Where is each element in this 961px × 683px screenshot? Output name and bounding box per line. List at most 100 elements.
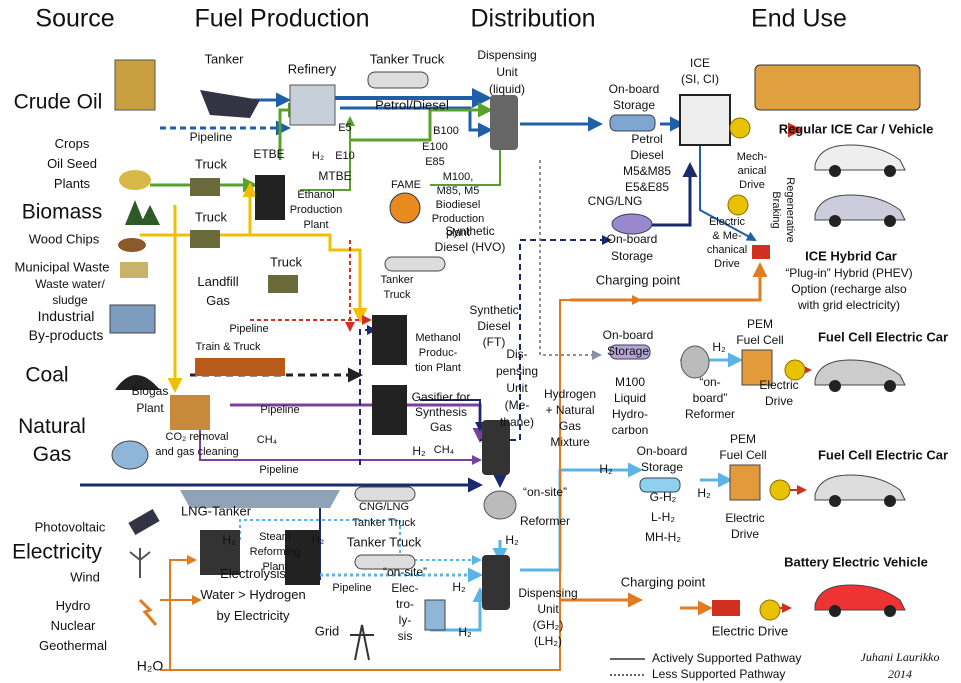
- label-line: Electric: [725, 511, 764, 525]
- methanol-plant-label: MethanolProduc-tion Plant: [415, 332, 461, 374]
- truck-waste-label: Truck: [270, 254, 303, 269]
- pem-2-label: PEM Fuel Cell: [719, 432, 766, 462]
- label-line: Synthesis: [415, 405, 467, 419]
- label-line: On-board: [609, 82, 660, 96]
- h2-pipeline-label: H₂: [452, 580, 466, 594]
- battery: [712, 600, 740, 616]
- label-line: M5&M85: [623, 164, 671, 178]
- label-line: Braking: [770, 191, 782, 228]
- wheel: [884, 215, 896, 227]
- biogas-plant-label: BiogasPlant: [132, 384, 169, 415]
- wheel: [884, 605, 896, 617]
- label-line: Storage: [613, 98, 655, 112]
- b100-label: B100: [433, 125, 459, 137]
- label-line: board”: [693, 391, 728, 405]
- label-line: (LH₂): [534, 634, 562, 648]
- label-line: Regenerative: [784, 177, 796, 242]
- charging-1-label: Charging point: [596, 272, 681, 287]
- ethanol-plant: [255, 175, 285, 220]
- label-line: Tanker Truck: [353, 517, 416, 529]
- oil-tanker: [200, 90, 260, 118]
- label-line: Gas: [33, 443, 72, 466]
- onboard-reformer-label: “on-board”Reformer: [685, 375, 735, 421]
- truck-crops-label: Truck: [195, 156, 228, 171]
- landfill-label: LandfillGas: [197, 274, 238, 308]
- fame-flask: [390, 193, 420, 223]
- label-line: + Natural: [545, 403, 594, 417]
- train: [195, 358, 285, 376]
- label-line: (liquid): [489, 82, 525, 96]
- 3-label: End Use: [751, 5, 847, 33]
- label-line: Crops: [55, 136, 90, 151]
- label-line: (SI, CI): [681, 72, 719, 86]
- wheel: [884, 380, 896, 392]
- label-line: Plants: [54, 176, 91, 191]
- label-line: Plant: [136, 401, 164, 415]
- label-line: PEM: [747, 317, 773, 331]
- photovoltaic-label: Photovoltaic: [35, 519, 106, 534]
- label-line: Reformer: [685, 407, 735, 421]
- label-line: Reformer: [520, 514, 570, 528]
- label-line: Petrol: [631, 132, 662, 146]
- petrol-diesel-label: Petrol/Diesel: [375, 97, 449, 112]
- wind-label: Wind: [70, 569, 100, 584]
- label-line: Diesel: [477, 319, 510, 333]
- label-line: Dis-: [506, 347, 527, 361]
- crops-label: CropsOil SeedPlants: [47, 136, 97, 191]
- label-line: PEM: [730, 432, 756, 446]
- label-line: Biodiesel: [436, 199, 481, 211]
- e5-label: E5: [338, 122, 351, 134]
- label-line: Gasifier for: [412, 390, 471, 404]
- cng-lng-truck-label: CNG/LNGTanker Truck: [353, 501, 416, 529]
- fcev-1-label: Fuel Cell Electric Car: [818, 329, 948, 344]
- label-line: “on-site”: [383, 565, 427, 579]
- tanker-truck: [385, 257, 445, 271]
- label-line: Produc-: [419, 347, 458, 359]
- dispensing-liquid-label: DispensingUnit(liquid): [477, 48, 536, 96]
- page: SourceFuel ProductionDistributionEnd Use…: [0, 0, 961, 683]
- label-line: Production: [290, 204, 343, 216]
- gear: [770, 480, 790, 500]
- trees: [125, 200, 160, 225]
- label-line: M85, M5: [437, 185, 480, 197]
- label-line: G-H₂: [650, 490, 677, 504]
- active-label: Actively Supported Pathway: [652, 651, 801, 665]
- label-line: By-products: [29, 327, 104, 343]
- electrolysis-unit: [425, 600, 445, 630]
- label-line: “Plug-in” Hybrid (PHEV): [785, 266, 912, 280]
- label-line: ICE: [690, 56, 710, 70]
- pem-1-label: PEMFuel Cell: [736, 317, 783, 347]
- 0-label: Source: [35, 5, 114, 33]
- phev-label: “Plug-in” Hybrid (PHEV)Option (recharge …: [785, 266, 912, 312]
- pipeline-h2-label: Pipeline: [332, 582, 371, 594]
- label-line: ly-: [399, 613, 412, 627]
- label-line: On-board: [607, 232, 658, 246]
- label-line: Drive: [731, 527, 759, 541]
- label-line: Fuel Cell: [719, 448, 766, 462]
- label-line: with grid electricity): [797, 298, 900, 312]
- label-line: MH-H₂: [645, 530, 681, 544]
- pipeline-industrial-label: Pipeline: [229, 323, 268, 335]
- label-line: On-board: [603, 328, 654, 342]
- h2-refinery-label: H₂: [312, 150, 324, 162]
- h2-out-label: H₂: [599, 462, 613, 476]
- storage: [610, 115, 655, 131]
- ethanol-plant-label: EthanolProductionPlant: [290, 189, 343, 231]
- regen-label: RegenerativeBraking: [770, 177, 796, 242]
- grid-label: Grid: [315, 623, 340, 638]
- label-line: E5&E85: [625, 180, 669, 194]
- label-line: Storage: [611, 249, 653, 263]
- label-line: by Electricity: [217, 608, 290, 623]
- m100-label: M100LiquidHydro-carbon: [612, 375, 649, 437]
- gear: [730, 118, 750, 138]
- h2-electro-out-label: H₂: [458, 625, 472, 639]
- label-line: On-board: [637, 444, 688, 458]
- label-line: Natural: [18, 415, 86, 438]
- pipeline-oil-label: Pipeline: [190, 130, 233, 144]
- storage: [612, 214, 652, 234]
- label-line: (Me-: [505, 398, 530, 412]
- wind-turbine: [130, 548, 150, 578]
